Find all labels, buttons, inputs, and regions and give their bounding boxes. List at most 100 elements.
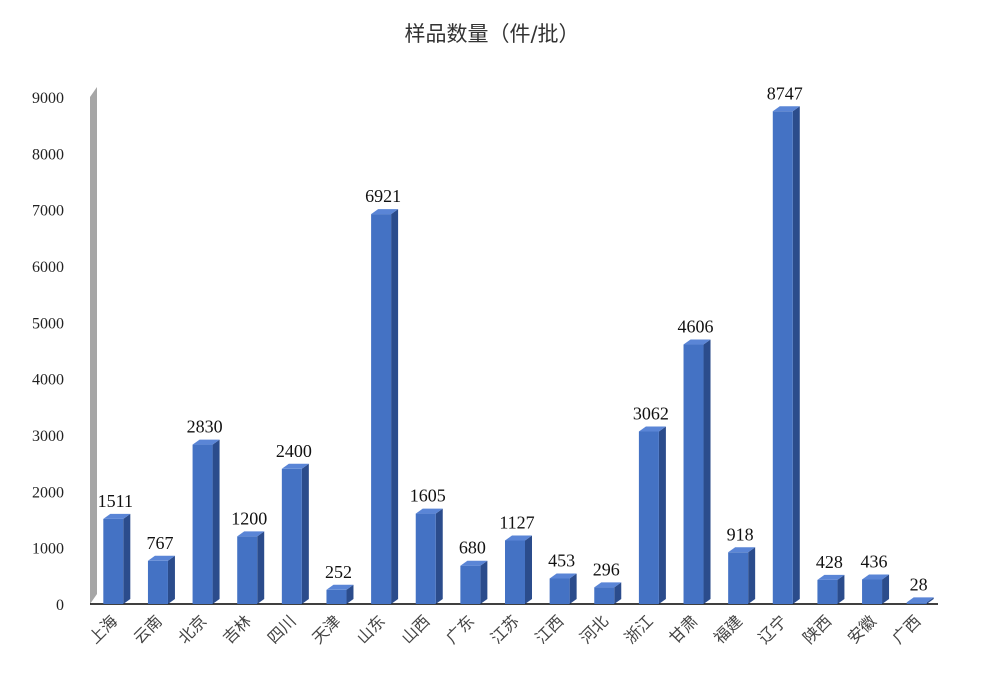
x-tick-label: 江苏 (487, 611, 523, 647)
x-tick-label: 北京 (174, 611, 210, 647)
bar-top (594, 582, 622, 588)
data-label: 453 (548, 550, 575, 570)
y-tick-label: 9000 (32, 90, 64, 107)
bar (594, 587, 615, 604)
bar-top (505, 535, 532, 541)
bar-side (658, 426, 666, 604)
y-tick-label: 8000 (32, 146, 64, 163)
y-tick-label: 6000 (32, 259, 64, 276)
bar-side (748, 547, 756, 604)
data-label: 2400 (276, 441, 312, 461)
bar-side (391, 209, 399, 604)
x-tick-label: 四川 (264, 611, 300, 647)
data-label: 428 (816, 552, 843, 572)
bar (549, 578, 570, 604)
bar-top (728, 547, 756, 553)
bar-top (415, 508, 443, 514)
bar-top (638, 426, 666, 432)
x-tick-label: 山西 (397, 611, 433, 647)
bar-top (147, 555, 175, 561)
bar-side (301, 463, 309, 604)
bar (862, 579, 883, 604)
data-label: 252 (325, 562, 352, 582)
bar (371, 214, 392, 604)
chart-back-wall (90, 87, 97, 604)
y-tick-label: 1000 (32, 541, 64, 558)
bar-side (614, 582, 622, 604)
bar-side (123, 513, 131, 604)
bar-top (281, 463, 309, 469)
x-tick-label: 吉林 (219, 611, 255, 647)
bar-top (906, 597, 934, 603)
x-tick-label: 辽宁 (755, 611, 791, 647)
bar-top (326, 584, 354, 590)
bar-side (882, 574, 890, 604)
bar (103, 518, 124, 604)
bar-top (817, 574, 845, 580)
x-tick-label: 山东 (353, 611, 389, 647)
bar (505, 540, 525, 604)
bar (817, 579, 838, 604)
bar (281, 468, 302, 604)
bar (237, 536, 258, 604)
bar-side (525, 535, 532, 604)
x-tick-label: 广东 (442, 611, 478, 647)
data-label: 2830 (187, 417, 223, 437)
chart-title: 样品数量（件/批） (404, 22, 580, 46)
bar-side (435, 508, 443, 604)
bar-top (460, 560, 488, 566)
bar (638, 431, 659, 604)
y-tick-label: 4000 (32, 372, 64, 389)
data-label: 1200 (231, 508, 267, 528)
x-tick-label: 浙江 (621, 611, 657, 647)
bar-top (103, 513, 131, 519)
bar (906, 602, 927, 604)
bar-top (192, 439, 220, 445)
y-tick-label: 0 (56, 597, 64, 614)
bar (772, 111, 793, 605)
bar (192, 444, 213, 604)
x-tick-label: 甘肃 (665, 611, 701, 647)
data-label: 6921 (365, 186, 401, 206)
bar (683, 344, 704, 604)
data-label: 1605 (410, 486, 446, 506)
x-tick-label: 安徽 (844, 611, 880, 647)
bar-side (569, 573, 577, 604)
bar-side (212, 439, 220, 604)
bar-top (683, 339, 711, 345)
bar-top (772, 106, 800, 112)
y-tick-label: 3000 (32, 428, 64, 445)
data-label: 436 (861, 551, 888, 571)
data-label: 767 (146, 533, 173, 553)
bar (415, 513, 436, 604)
y-tick-label: 7000 (32, 203, 64, 220)
x-tick-label: 福建 (710, 611, 746, 647)
bar-top (862, 574, 890, 580)
data-label: 3062 (633, 404, 669, 424)
bar-side (480, 560, 488, 604)
data-label: 1127 (499, 513, 534, 533)
data-label: 28 (910, 574, 928, 594)
x-tick-label: 河北 (576, 611, 612, 647)
bar-side (792, 106, 800, 605)
bar-top (371, 209, 399, 215)
bar (460, 565, 481, 604)
data-label: 1511 (98, 491, 133, 511)
x-tick-label: 天津 (308, 611, 344, 647)
bar-side (346, 584, 354, 604)
y-tick-label: 2000 (32, 484, 64, 501)
data-label: 4606 (678, 317, 714, 337)
x-tick-label: 江西 (531, 611, 567, 647)
bar-side (167, 555, 175, 604)
y-tick-label: 5000 (32, 315, 64, 332)
x-tick-label: 陕西 (799, 611, 835, 647)
bar (147, 560, 168, 604)
x-tick-label: 上海 (85, 611, 121, 647)
data-label: 680 (459, 538, 486, 558)
bar (326, 589, 347, 604)
data-label: 8747 (767, 83, 803, 103)
x-tick-label: 云南 (130, 611, 166, 647)
bar-top (237, 531, 265, 537)
bar-top (549, 573, 577, 579)
